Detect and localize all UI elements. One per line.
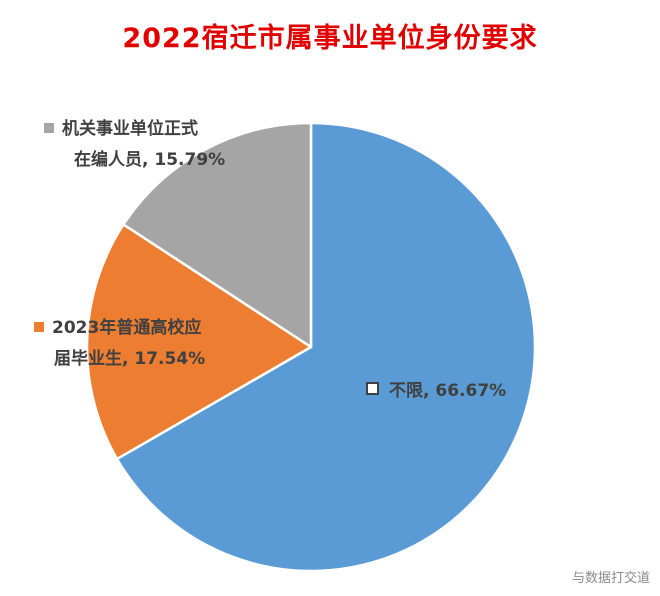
label-line-1: 不限, 66.67%: [389, 381, 507, 401]
label-line-2: 届毕业生, 17.54%: [54, 349, 206, 369]
pie-slice-2: [122, 121, 313, 349]
slice-label-unrestricted: 不限, 66.67%: [366, 376, 506, 407]
pie-slice-0: [115, 121, 537, 573]
legend-marker-hollow: [366, 382, 379, 395]
pie-slice-1: [85, 223, 313, 461]
legend-marker-orange: [34, 322, 44, 332]
chart-title: 2022宿迁市属事业单位身份要求: [122, 23, 538, 54]
label-line-1: 机关事业单位正式: [62, 119, 198, 139]
legend-marker-gray: [44, 123, 54, 133]
label-line-1: 2023年普通高校应: [52, 318, 202, 338]
slice-label-graduates: 2023年普通高校应 届毕业生, 17.54%: [34, 313, 205, 375]
watermark: 与数据打交道: [571, 571, 650, 586]
slice-label-regular-staff: 机关事业单位正式 在编人员, 15.79%: [44, 114, 225, 176]
label-line-2: 在编人员, 15.79%: [74, 150, 226, 170]
